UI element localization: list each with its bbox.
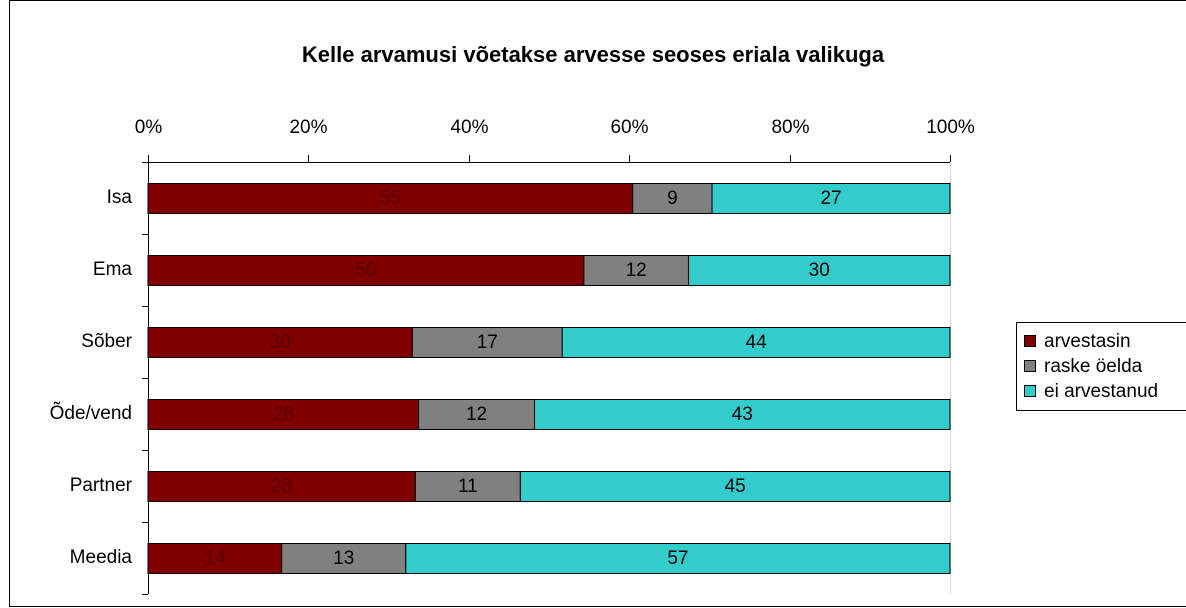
data-label: 44 [746, 332, 768, 353]
legend-label: raske öelda [1044, 356, 1143, 377]
data-label: 55 [380, 188, 401, 209]
data-label: 45 [725, 476, 746, 497]
data-label: 14 [204, 548, 226, 569]
data-label: 28 [273, 404, 294, 425]
bar-segment [687, 255, 951, 286]
bar-segment [519, 471, 951, 502]
bar-segment [534, 399, 951, 430]
legend-box [1016, 322, 1186, 411]
bar-segment [147, 471, 416, 502]
x-tick-label: 0% [135, 117, 163, 138]
x-tick-label: 80% [771, 117, 809, 138]
data-label: 30 [809, 260, 830, 281]
data-label: 17 [477, 332, 498, 353]
data-label: 11 [458, 476, 478, 497]
y-tick-label: Sõber [81, 331, 132, 352]
bar-segment [147, 183, 634, 214]
y-tick-label: Ema [93, 259, 133, 280]
data-label: 43 [732, 404, 753, 425]
data-label: 50 [355, 260, 376, 281]
bar-segment [418, 399, 536, 430]
legend-swatch [1024, 335, 1036, 347]
data-label: 12 [626, 260, 647, 281]
data-label: 30 [270, 332, 291, 353]
x-tick-label: 60% [610, 117, 648, 138]
data-label: 13 [333, 548, 354, 569]
y-tick-label: Partner [70, 475, 133, 496]
data-label: 27 [820, 188, 841, 209]
legend-label: ei arvestanud [1044, 381, 1158, 402]
bar-segment [147, 543, 283, 574]
x-tick-label: 100% [926, 117, 975, 138]
data-label: 12 [466, 404, 487, 425]
bar-segment [414, 471, 521, 502]
legend-swatch [1024, 360, 1036, 372]
data-label: 57 [667, 548, 688, 569]
bar-segment [281, 543, 407, 574]
bar-segment [561, 327, 951, 358]
y-tick-label: Meedia [70, 547, 133, 568]
bar-segment [405, 543, 951, 574]
data-label: 28 [271, 476, 292, 497]
data-label: 9 [667, 188, 678, 209]
bar-segment [411, 327, 563, 358]
chart-border [9, 0, 1186, 607]
chart-title: Kelle arvamusi võetakse arvesse seoses e… [302, 42, 885, 67]
bar-segment [632, 183, 713, 214]
x-tick-label: 20% [289, 117, 327, 138]
y-tick-label: Õde/vend [50, 402, 132, 424]
bar-segment [147, 399, 420, 430]
y-tick-label: Isa [107, 187, 133, 208]
legend-swatch [1024, 385, 1036, 397]
x-tick-label: 40% [450, 117, 488, 138]
legend-label: arvestasin [1044, 331, 1131, 352]
bar-segment [711, 183, 951, 214]
